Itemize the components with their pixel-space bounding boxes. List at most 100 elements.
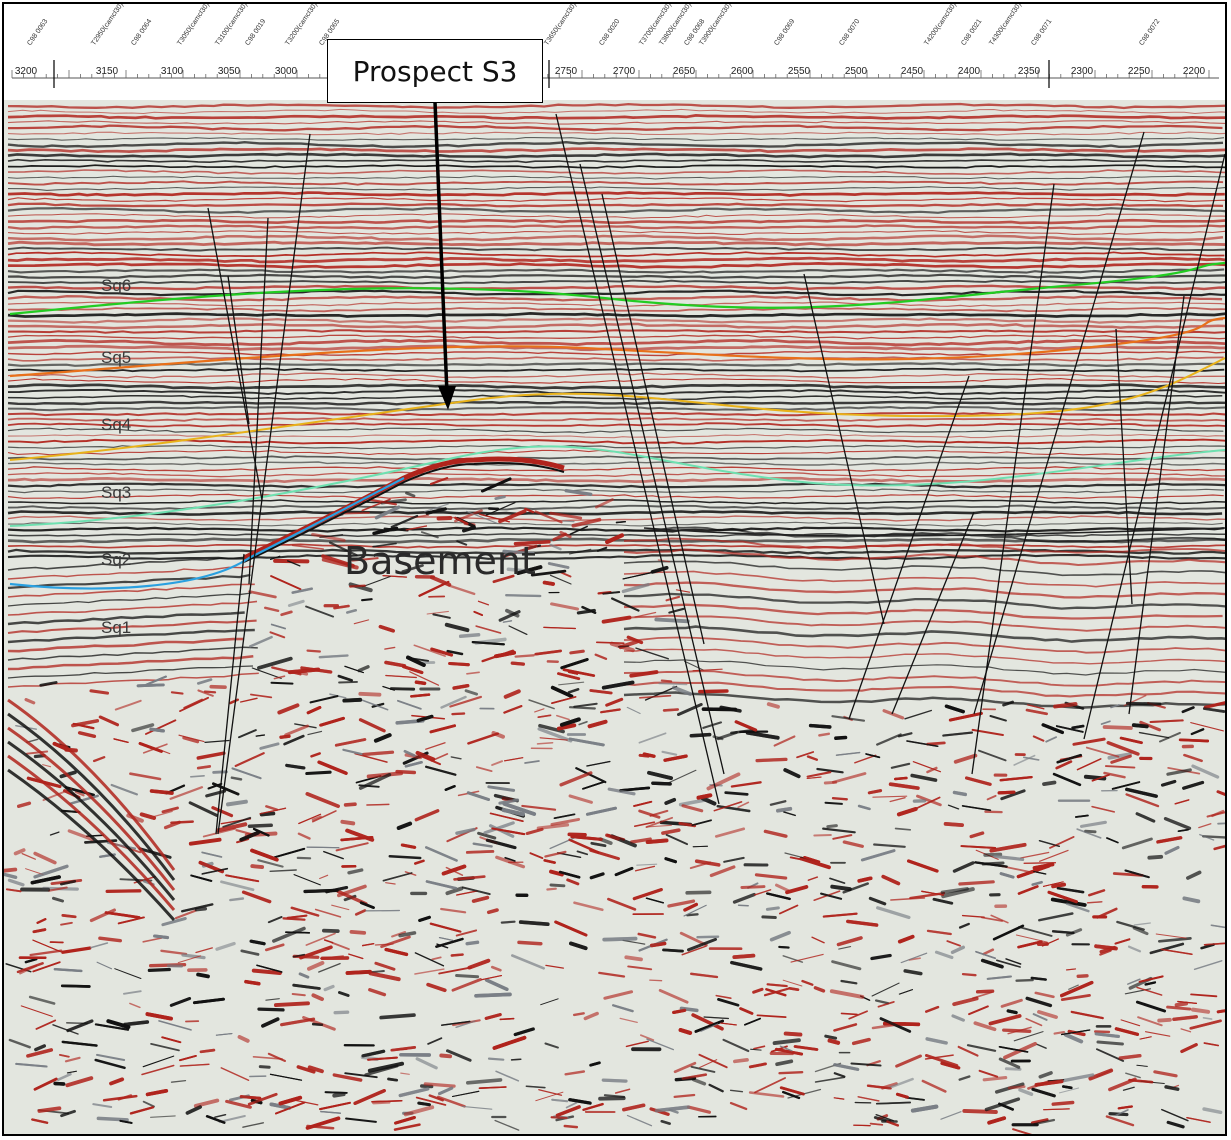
basement-noise bbox=[504, 856, 516, 862]
seismic-reflector bbox=[7, 289, 1225, 297]
basement-noise bbox=[872, 795, 908, 798]
basement-noise bbox=[292, 983, 321, 990]
basement-noise bbox=[589, 872, 605, 880]
basement-noise bbox=[279, 734, 291, 739]
basement-noise bbox=[932, 897, 954, 905]
basement-noise bbox=[183, 698, 203, 709]
basement-noise bbox=[1075, 814, 1089, 818]
basement-noise bbox=[96, 1116, 129, 1122]
basement-noise bbox=[31, 1118, 49, 1124]
basement-noise bbox=[1119, 736, 1143, 745]
basement-noise bbox=[142, 1100, 155, 1108]
basement-noise bbox=[129, 772, 162, 781]
basement-noise bbox=[471, 895, 490, 903]
basement-noise bbox=[13, 848, 26, 856]
basement-noise bbox=[564, 1070, 586, 1076]
basement-noise bbox=[1216, 790, 1225, 796]
basement-noise bbox=[502, 802, 537, 816]
basement-noise bbox=[400, 1072, 410, 1075]
basement-noise bbox=[568, 794, 593, 804]
basement-noise bbox=[318, 962, 341, 973]
basement-noise bbox=[633, 821, 656, 828]
basement-noise bbox=[556, 723, 577, 731]
basement-noise bbox=[566, 878, 580, 886]
basement-noise bbox=[255, 734, 265, 737]
basement-noise bbox=[1060, 1029, 1091, 1036]
basement-noise bbox=[145, 1088, 169, 1097]
sequence-label-sq6: Sq6 bbox=[101, 276, 132, 295]
seismic-reflector bbox=[7, 400, 1225, 406]
seismic-reflector bbox=[7, 556, 250, 571]
basement-noise bbox=[575, 767, 607, 784]
basement-noise bbox=[293, 874, 321, 886]
basement-noise bbox=[20, 1005, 53, 1017]
basement-noise bbox=[479, 513, 510, 523]
basement-noise bbox=[181, 903, 214, 913]
basement-noise bbox=[465, 1078, 503, 1085]
basement-noise bbox=[730, 960, 763, 971]
basement-noise bbox=[558, 870, 581, 879]
basement-noise bbox=[311, 1022, 324, 1027]
seismic-reflectors bbox=[4, 102, 1225, 1134]
basement-noise bbox=[259, 807, 287, 815]
basement-noise bbox=[348, 953, 364, 960]
basement-noise bbox=[1213, 844, 1225, 851]
basement-noise bbox=[1125, 701, 1162, 706]
basement-noise bbox=[921, 890, 944, 896]
basement-noise bbox=[298, 813, 322, 825]
basement-noise bbox=[667, 769, 697, 784]
basement-noise bbox=[763, 829, 788, 838]
basement-noise bbox=[323, 850, 344, 860]
basement-noise bbox=[576, 850, 589, 856]
basement-noise bbox=[683, 904, 707, 917]
basement-noise bbox=[480, 477, 512, 493]
basement-noise bbox=[345, 828, 375, 842]
basement-noise bbox=[788, 986, 800, 992]
basement-noise bbox=[903, 969, 923, 976]
basement-noise bbox=[813, 834, 832, 837]
basement-noise bbox=[543, 859, 556, 864]
basement-noise bbox=[626, 1114, 653, 1127]
basement-noise bbox=[1108, 1077, 1137, 1092]
basement-noise bbox=[345, 969, 372, 975]
seismic-reflector bbox=[7, 140, 1224, 149]
basement-noise bbox=[558, 681, 585, 686]
fault-line bbox=[207, 207, 263, 501]
basement-noise bbox=[667, 899, 696, 908]
basement-noise bbox=[1072, 737, 1106, 746]
basement-noise bbox=[427, 1037, 443, 1045]
basement-noise bbox=[1002, 700, 1014, 707]
basement-noise bbox=[1106, 741, 1140, 756]
basement-noise bbox=[525, 1085, 546, 1089]
basement-noise bbox=[924, 1054, 954, 1060]
seismic-reflector bbox=[7, 334, 1225, 340]
basement-noise bbox=[265, 805, 279, 811]
basement-noise bbox=[42, 764, 52, 768]
basement-noise bbox=[642, 752, 656, 758]
seismic-reflector bbox=[7, 405, 1225, 412]
basement-noise bbox=[1091, 774, 1110, 782]
basement-noise bbox=[796, 751, 815, 759]
basement-noise bbox=[114, 699, 142, 711]
basement-noise bbox=[153, 934, 170, 940]
basement-noise bbox=[842, 882, 869, 894]
basement-noise bbox=[737, 801, 750, 809]
basement-noise bbox=[834, 735, 848, 741]
basement-noise bbox=[1059, 1087, 1080, 1094]
seismic-reflector bbox=[7, 698, 176, 871]
basement-noise bbox=[614, 866, 634, 877]
basement-noise bbox=[32, 961, 61, 973]
basement-noise bbox=[838, 946, 852, 950]
basement-noise bbox=[398, 1087, 430, 1098]
basement-noise bbox=[340, 819, 356, 826]
basement-noise bbox=[583, 1011, 599, 1021]
basement-noise bbox=[452, 684, 470, 690]
basement-noise bbox=[635, 647, 669, 660]
basement-noise bbox=[242, 1122, 264, 1128]
basement-noise bbox=[975, 950, 997, 960]
fault-line bbox=[227, 275, 250, 425]
basement-noise bbox=[1136, 986, 1163, 996]
basement-noise bbox=[665, 595, 681, 602]
basement-noise bbox=[311, 815, 322, 821]
basement-noise bbox=[651, 781, 672, 786]
